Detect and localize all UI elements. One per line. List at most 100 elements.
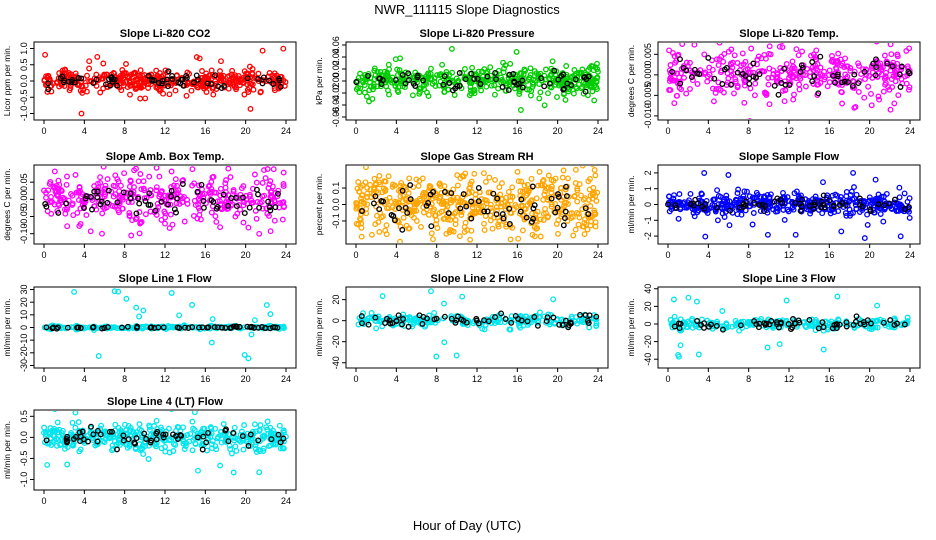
data-point <box>446 229 453 236</box>
selected-data-point <box>94 427 101 434</box>
selected-data-point <box>105 187 112 194</box>
y-tick-label: 0.5 <box>19 410 29 423</box>
selected-data-point <box>268 436 275 443</box>
selected-data-point <box>88 423 94 430</box>
data-point <box>50 427 57 434</box>
data-points <box>355 288 600 360</box>
data-point <box>353 200 360 206</box>
selected-data-point <box>106 76 112 83</box>
data-point <box>888 51 895 58</box>
selected-data-point <box>756 202 763 209</box>
data-point <box>397 193 404 200</box>
data-point <box>563 63 570 69</box>
data-point <box>838 228 845 235</box>
x-tick-label: 24 <box>905 126 915 136</box>
selected-data-point <box>737 322 744 329</box>
data-point <box>230 469 237 476</box>
data-point <box>541 191 548 198</box>
data-point <box>189 302 196 308</box>
selected-data-point <box>154 428 161 435</box>
selected-data-point <box>43 203 50 210</box>
selected-data-point <box>111 76 118 83</box>
selected-data-point <box>562 317 569 324</box>
data-point <box>571 192 578 199</box>
data-point <box>522 67 529 74</box>
data-point <box>267 178 274 185</box>
selected-data-point <box>220 191 227 198</box>
data-point <box>212 213 219 220</box>
data-point <box>212 443 219 450</box>
selected-data-point <box>889 63 896 70</box>
y-tick-label: 0.0 <box>331 198 341 211</box>
selected-data-point <box>474 75 481 82</box>
selected-data-point <box>190 79 197 86</box>
x-tick-label: 8 <box>122 496 127 506</box>
data-point <box>426 182 433 189</box>
data-point <box>749 221 756 228</box>
data-point <box>779 44 786 51</box>
data-point <box>765 81 772 88</box>
selected-data-point <box>494 195 501 202</box>
data-point <box>687 190 694 197</box>
selected-data-point <box>548 195 555 202</box>
selected-data-point <box>492 69 499 76</box>
selected-data-point <box>168 193 175 200</box>
data-point <box>503 223 510 230</box>
selected-data-point <box>475 320 482 327</box>
data-point <box>744 188 750 195</box>
selected-data-point <box>142 198 149 204</box>
selected-data-point <box>433 315 440 322</box>
data-point <box>667 75 674 82</box>
x-tick-label: 4 <box>706 374 711 384</box>
data-point <box>240 219 247 226</box>
y-tick-label: 20 <box>331 295 341 305</box>
data-point <box>765 75 772 81</box>
data-point <box>280 183 287 190</box>
data-point <box>489 225 496 232</box>
data-point <box>687 85 693 92</box>
data-point <box>370 83 377 90</box>
selected-data-point <box>399 321 405 328</box>
data-point <box>850 169 857 176</box>
data-point <box>237 206 244 213</box>
selected-data-point <box>81 205 87 211</box>
selected-data-point <box>554 204 561 211</box>
data-point <box>503 221 510 228</box>
data-point <box>53 182 60 189</box>
data-point <box>720 58 727 65</box>
selected-data-point <box>43 437 50 444</box>
selected-data-point <box>502 316 509 322</box>
data-point <box>147 187 154 193</box>
data-point <box>829 56 836 63</box>
data-point <box>726 222 733 229</box>
data-point <box>169 221 176 228</box>
data-point <box>119 70 126 77</box>
data-point <box>839 82 845 89</box>
data-point <box>128 199 135 206</box>
selected-data-point <box>178 432 185 439</box>
data-point <box>121 170 128 177</box>
data-point <box>166 225 173 232</box>
data-point <box>119 194 126 201</box>
selected-data-point <box>90 431 97 438</box>
data-point <box>396 67 403 74</box>
x-tick-label: 8 <box>122 374 127 384</box>
selected-data-point <box>505 87 512 94</box>
data-point <box>747 69 754 76</box>
data-point <box>507 193 514 200</box>
data-point <box>413 176 420 183</box>
data-point <box>209 438 216 444</box>
data-point <box>180 424 187 431</box>
data-point <box>704 210 711 216</box>
data-point <box>576 214 583 221</box>
chart-panel-8: Slope Line 2 Flow ml/min per min. 0 4 8 12 16 2… <box>314 273 609 384</box>
selected-data-point <box>775 91 782 98</box>
selected-data-point <box>884 60 891 67</box>
selected-data-point <box>146 190 153 197</box>
selected-data-point <box>145 201 152 208</box>
data-point <box>109 442 116 449</box>
data-point <box>487 64 494 71</box>
data-point <box>256 426 263 433</box>
data-point <box>363 166 369 171</box>
